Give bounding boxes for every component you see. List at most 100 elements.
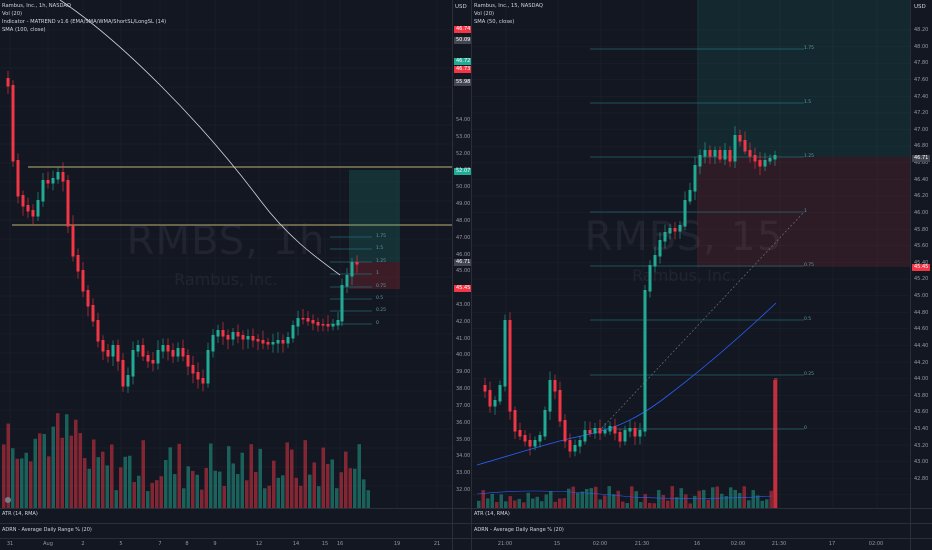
candle xyxy=(161,345,165,352)
price-tick: 44.40 xyxy=(914,342,929,349)
volume-bar xyxy=(281,475,285,508)
time-tick: 02:00 xyxy=(730,541,746,547)
volume-bar xyxy=(335,488,339,508)
candle xyxy=(493,400,497,407)
time-tick: 9 xyxy=(213,541,217,547)
candle xyxy=(698,155,702,167)
volume-bar xyxy=(258,448,262,508)
volume-bar xyxy=(83,458,87,508)
candle xyxy=(598,428,602,434)
candle xyxy=(311,320,315,324)
candle xyxy=(508,320,512,412)
volume-bar xyxy=(51,426,55,508)
candle xyxy=(101,340,105,352)
candle xyxy=(608,426,612,432)
candle xyxy=(221,330,225,337)
price-tick: 48.00 xyxy=(456,217,471,224)
candle xyxy=(106,350,110,357)
volume-bar xyxy=(567,488,571,508)
volume-ma-line xyxy=(476,490,773,499)
candle xyxy=(340,285,344,322)
volume-bar xyxy=(490,493,494,508)
left-symbol-line[interactable]: Rambus, Inc., 1h, NASDAQ xyxy=(2,3,71,9)
candle xyxy=(276,340,280,344)
left-indicator-vol[interactable]: Vol (20) xyxy=(2,11,23,17)
price-tick: 54.00 xyxy=(456,117,471,123)
candle xyxy=(336,320,340,326)
candle xyxy=(6,78,10,87)
volume-bar xyxy=(522,502,526,508)
volume-bar xyxy=(339,472,343,508)
volume-bar xyxy=(20,458,24,508)
volume-bar xyxy=(150,482,154,508)
volume-bar xyxy=(15,458,19,508)
candle xyxy=(618,432,622,442)
price-tick: 48.00 xyxy=(914,43,929,50)
time-tick: 16 xyxy=(336,541,344,547)
left-indicator-sma[interactable]: SMA (100, close) xyxy=(2,27,46,33)
volume-bar xyxy=(366,490,370,508)
candle xyxy=(633,428,637,437)
volume-bar xyxy=(11,448,15,508)
candle xyxy=(16,160,20,197)
price-tick: 47.20 xyxy=(914,110,929,117)
volume-bar xyxy=(191,470,195,508)
fib-label: 0.25 xyxy=(804,372,815,377)
left-collapse-button[interactable] xyxy=(5,497,11,503)
left-indicator-matrend[interactable]: Indicator - MATREND v1.6 (EMA/SMA/WMA/Sh… xyxy=(2,19,167,25)
volume-bar xyxy=(294,477,298,508)
volume-bar xyxy=(612,494,616,508)
candle xyxy=(703,150,707,157)
price-tick: 46.00 xyxy=(914,209,929,216)
loss-zone xyxy=(349,262,400,289)
right-chart-pane[interactable]: Rambus, Inc., 15, NASDAQ Vol (20) SMA (5… xyxy=(471,0,910,550)
candle xyxy=(46,180,50,184)
volume-bar xyxy=(222,486,226,508)
candle xyxy=(673,228,677,232)
candle xyxy=(146,355,150,362)
fib-label: 0.75 xyxy=(804,263,815,268)
volume-bar xyxy=(312,462,316,508)
candle xyxy=(41,180,45,202)
price-tick: 45.20 xyxy=(914,276,929,283)
candle xyxy=(56,172,60,180)
candle xyxy=(91,305,95,322)
volume-bar xyxy=(128,455,132,508)
left-price-axis[interactable]: USD 54.0053.0052.0051.0050.0049.0048.004… xyxy=(452,0,471,550)
candle xyxy=(718,150,722,160)
volume-bar xyxy=(576,493,580,508)
right-chart-canvas[interactable] xyxy=(472,0,910,550)
right-price-axis[interactable]: USD 48.20 48.00 47.80 47.60 47.40 47.20 47.00 4… xyxy=(910,0,932,550)
right-indicator-vol[interactable]: Vol (20) xyxy=(474,11,495,17)
right-legend: Rambus, Inc., 15, NASDAQ Vol (20) SMA (5… xyxy=(474,2,543,26)
volume-bar xyxy=(56,413,60,508)
volume-bar xyxy=(738,492,742,508)
price-tag: 46.71 xyxy=(912,155,931,162)
right-currency-label: USD xyxy=(914,4,926,10)
volume-bar xyxy=(177,443,181,508)
volume-bar xyxy=(711,487,715,508)
candle xyxy=(623,430,627,442)
volume-bar xyxy=(477,500,481,508)
right-symbol-line[interactable]: Rambus, Inc., 15, NASDAQ xyxy=(474,3,543,9)
volume-bar xyxy=(585,488,589,508)
price-tick: 46.00 xyxy=(456,251,471,258)
right-indicator-sma[interactable]: SMA (50, close) xyxy=(474,19,515,25)
left-chart-pane[interactable]: Rambus, Inc., 1h, NASDAQ Vol (20) Indica… xyxy=(0,0,452,550)
candle xyxy=(246,336,250,340)
volume-bar xyxy=(299,485,303,508)
volume-bar xyxy=(186,466,190,508)
volume-bar xyxy=(240,452,244,508)
volume-bar xyxy=(693,495,697,508)
candle xyxy=(588,430,592,434)
volume-bar xyxy=(42,433,46,508)
left-watermark-name: Rambus, Inc. xyxy=(174,270,278,289)
volume-bar xyxy=(213,470,217,508)
candle xyxy=(533,440,537,447)
time-tick: 2 xyxy=(81,541,85,547)
candle xyxy=(528,440,532,447)
volume-bar xyxy=(357,444,361,508)
candle xyxy=(593,428,597,434)
time-tick: 21:00 xyxy=(497,541,513,547)
left-chart-canvas[interactable] xyxy=(0,0,452,550)
